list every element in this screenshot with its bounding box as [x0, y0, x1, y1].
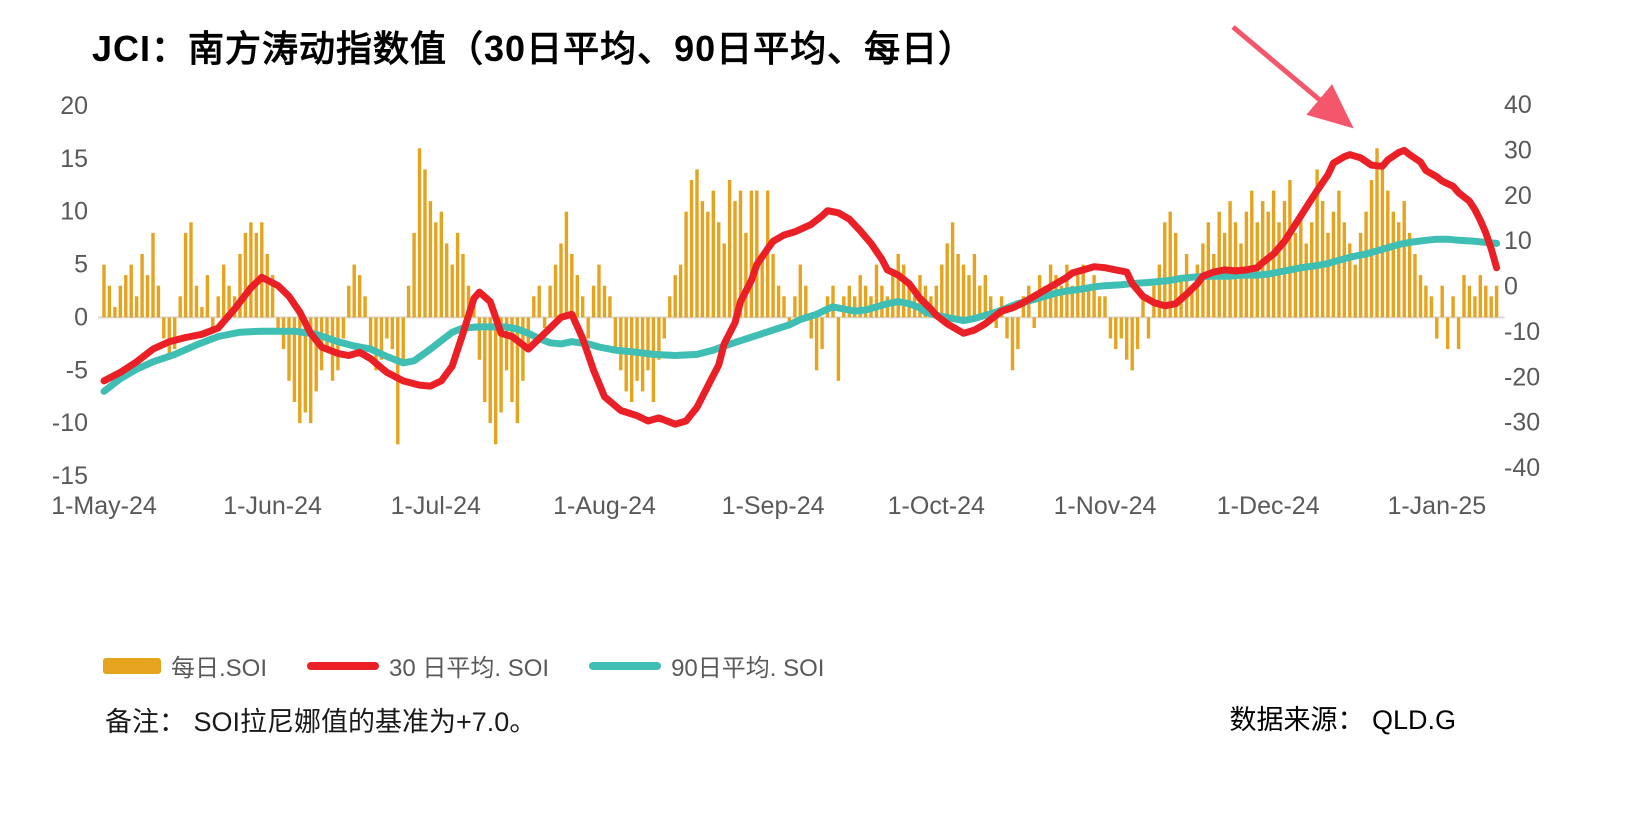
svg-text:1-Aug-24: 1-Aug-24 [553, 492, 656, 520]
soi-chart: 20 15 10 5 0 -5 -10 -15 40 30 20 10 0 -10 -20 -30 -40 1-M… [51, 25, 1540, 520]
svg-text:1-May-24: 1-May-24 [51, 492, 157, 520]
legend: 每日.SOI 30 日平均. SOI 90日平均. SOI [103, 648, 850, 683]
svg-text:1-Nov-24: 1-Nov-24 [1054, 492, 1157, 520]
svg-text:-5: -5 [66, 356, 88, 384]
x-axis-labels: 1-May-24 1-Jun-24 1-Jul-24 1-Aug-24 1-Sep-24… [51, 492, 1486, 520]
svg-text:40: 40 [1504, 91, 1532, 119]
right-axis-labels: 40 30 20 10 0 -10 -20 -30 -40 [1504, 91, 1540, 482]
svg-text:1-Dec-24: 1-Dec-24 [1217, 492, 1320, 520]
daily-bars [102, 148, 1499, 445]
legend-label-avg30: 30 日平均. SOI [389, 655, 550, 682]
avg30-swatch-icon [307, 661, 380, 670]
svg-text:1-Sep-24: 1-Sep-24 [722, 492, 825, 520]
daily-soi-swatch-icon [103, 657, 161, 674]
svg-text:1-Jun-24: 1-Jun-24 [223, 492, 322, 520]
legend-label-daily: 每日.SOI [171, 655, 268, 682]
chart-note: 备注： SOI拉尼娜值的基准为+7.0。 [105, 707, 537, 737]
svg-text:-10: -10 [52, 409, 88, 437]
svg-text:-30: -30 [1504, 409, 1540, 437]
chart-title: JCI：南方涛动指数值（30日平均、90日平均、每日） [92, 28, 976, 69]
legend-item-avg90: 90日平均. SOI [589, 648, 824, 683]
svg-text:0: 0 [74, 303, 88, 331]
left-axis-labels: 20 15 10 5 0 -5 -10 -15 [52, 92, 88, 490]
svg-text:1-Jan-25: 1-Jan-25 [1387, 492, 1486, 520]
data-source: 数据来源： QLD.G [1229, 705, 1456, 735]
avg30-line [100, 146, 1501, 428]
trend-arrow-annotation [1231, 25, 1354, 129]
svg-text:-20: -20 [1504, 363, 1540, 391]
svg-text:0: 0 [1504, 273, 1518, 301]
svg-text:5: 5 [74, 251, 88, 279]
avg90-line [100, 235, 1501, 395]
legend-item-avg30: 30 日平均. SOI [307, 648, 549, 683]
svg-text:1-Jul-24: 1-Jul-24 [391, 492, 481, 520]
svg-text:20: 20 [60, 92, 88, 120]
svg-text:-10: -10 [1504, 318, 1540, 346]
svg-text:20: 20 [1504, 182, 1532, 210]
svg-text:-15: -15 [52, 462, 88, 490]
legend-item-daily: 每日.SOI [103, 648, 267, 683]
svg-text:-40: -40 [1504, 454, 1540, 482]
avg90-swatch-icon [589, 661, 662, 670]
legend-label-avg90: 90日平均. SOI [671, 655, 825, 682]
svg-text:1-Oct-24: 1-Oct-24 [888, 492, 985, 520]
svg-text:15: 15 [60, 145, 88, 173]
svg-text:10: 10 [60, 198, 88, 226]
svg-text:30: 30 [1504, 136, 1532, 164]
svg-text:10: 10 [1504, 227, 1532, 255]
